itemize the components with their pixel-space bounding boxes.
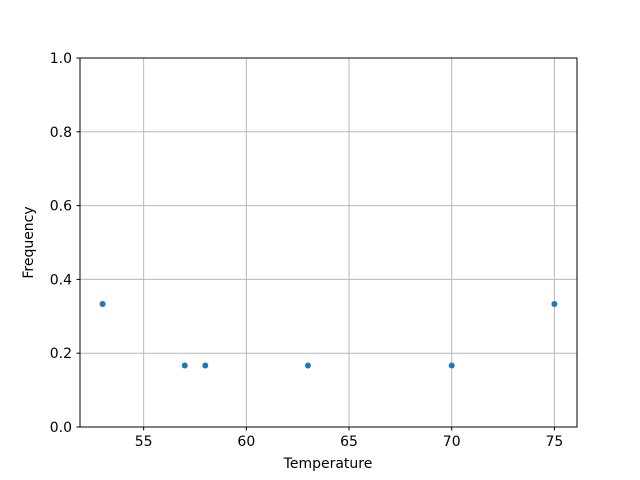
y-tick-label: 0.0 xyxy=(50,420,72,436)
y-tick-label: 0.8 xyxy=(50,125,72,141)
tick-labels: 55 60 65 70 75 0.0 0.2 0.4 0.6 0.8 1.0 xyxy=(50,51,564,450)
y-axis-label: Frequency xyxy=(21,206,37,278)
data-point xyxy=(181,362,188,369)
data-point xyxy=(448,362,455,369)
x-tick-label: 60 xyxy=(237,434,255,450)
axis-ticks xyxy=(76,57,555,431)
data-point xyxy=(551,301,558,308)
x-tick-label: 70 xyxy=(443,434,461,450)
plot-area xyxy=(80,58,577,427)
x-tick-label: 75 xyxy=(545,434,563,450)
y-tick-label: 0.4 xyxy=(50,272,72,288)
x-axis-label: Temperature xyxy=(283,456,373,472)
plot-border xyxy=(79,57,578,428)
y-tick-label: 0.6 xyxy=(50,199,72,215)
data-point xyxy=(99,301,106,308)
x-tick-label: 55 xyxy=(135,434,153,450)
y-tick-label: 0.2 xyxy=(50,346,72,362)
data-point xyxy=(202,362,209,369)
y-tick-label: 1.0 xyxy=(50,51,72,67)
x-tick-label: 65 xyxy=(340,434,358,450)
data-point xyxy=(304,362,311,369)
data-points xyxy=(99,301,558,369)
